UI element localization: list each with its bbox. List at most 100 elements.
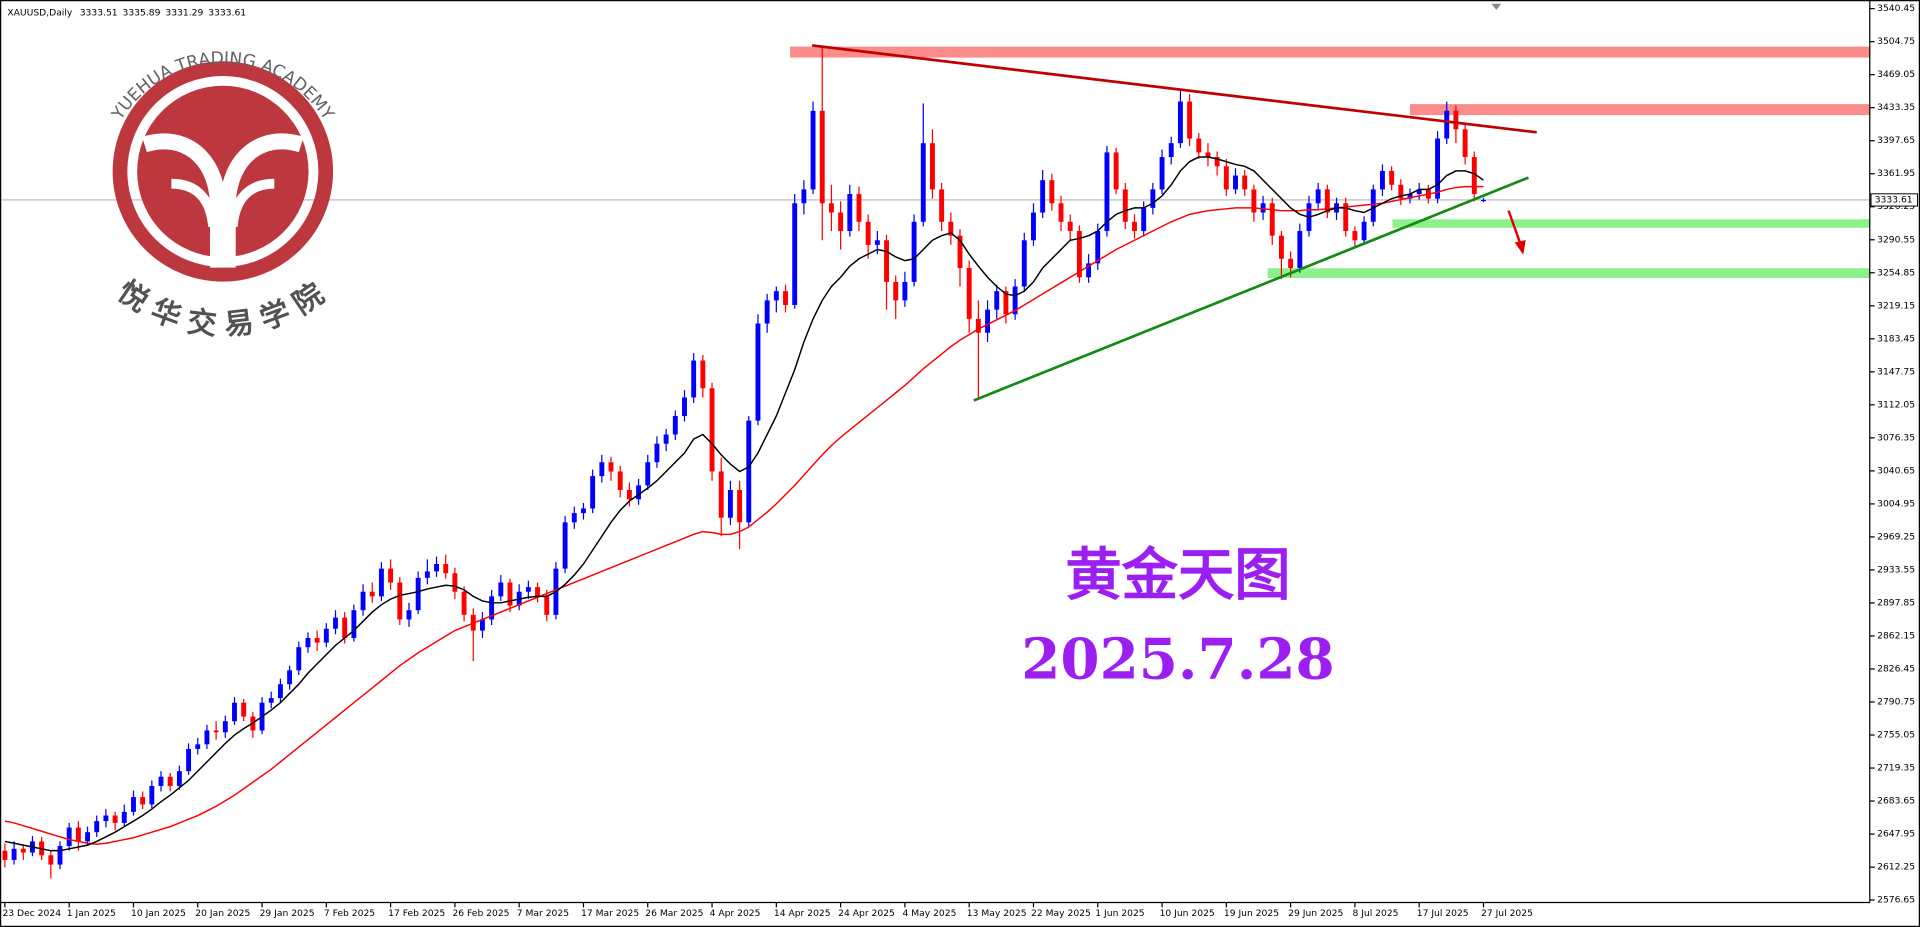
candle-body [378,568,384,597]
candle-body [709,388,715,472]
candle-body [617,471,623,490]
candle-body [369,591,375,597]
candle-body [424,571,430,578]
zones-layer [790,46,1870,279]
y-tick-label: 3004.95 [1877,498,1915,509]
candle-body [773,291,779,301]
candle-body [801,189,807,204]
x-tick-label: 13 May 2025 [967,908,1027,919]
candle-body [176,771,182,786]
y-tick-label: 3433.35 [1877,102,1915,113]
candle-body [66,827,72,847]
candle-body [140,797,146,805]
x-tick-label: 4 May 2025 [902,908,956,919]
x-tick-label: 14 Apr 2025 [774,908,831,919]
y-tick-label: 3076.35 [1877,432,1915,443]
logo-disc [137,85,309,258]
candle-body [1435,138,1440,199]
candle-body [452,573,458,592]
candle-body [1278,235,1284,259]
candle-body [856,194,862,222]
logo-ring [112,61,334,282]
y-tick-label: 3254.85 [1877,267,1915,278]
candle-body [94,821,100,833]
price-zone [1267,268,1870,279]
candle-body [700,360,706,389]
candle-body [838,212,844,232]
y-tick-label: 2683.65 [1877,796,1915,807]
x-tick-label: 29 Jan 2025 [260,908,315,919]
candle-body [755,323,761,421]
candle-body [884,240,889,282]
candle-body [902,281,908,301]
candle-body [1159,157,1165,190]
candle-body [1223,166,1229,190]
price-zone [790,46,1870,58]
x-tick-label: 26 Mar 2025 [645,908,703,919]
price-zone [1410,104,1870,116]
candle-body [1315,189,1321,204]
arrow-head [1514,240,1526,255]
candle-body [131,797,136,812]
candle-body [1205,152,1211,158]
candle-body [920,143,926,222]
x-tick-label: 8 Jul 2025 [1352,908,1398,919]
candle-body [498,582,504,597]
trendline [811,44,1537,134]
candle-body [1049,180,1055,204]
candle-body [1233,175,1238,190]
y-tick-label: 2862.15 [1877,630,1915,641]
candle-body [351,610,357,638]
candle-body [865,221,871,245]
candle-body [277,684,283,699]
candle-body [1012,286,1018,315]
candle-body [1058,203,1064,222]
candle-body [112,815,118,823]
candle-body [819,110,825,204]
candle-body [1453,110,1459,130]
x-tick-label: 4 Apr 2025 [710,908,761,919]
x-tick-label: 10 Jan 2025 [131,908,186,919]
y-tick-label: 3147.75 [1877,366,1915,377]
candle-body [434,563,439,572]
candle-body [1251,189,1257,213]
x-tick-label: 19 Jun 2025 [1224,908,1279,919]
candle-body [525,587,531,592]
x-tick-label: 20 Jan 2025 [195,908,250,919]
candle-body [415,577,421,611]
candle-body [57,846,63,865]
candle-body [1389,170,1395,185]
candle-body [11,848,17,860]
candle-body [663,434,669,444]
candle-body [296,647,302,671]
candle-body [1297,231,1303,269]
candle-body [994,291,1000,310]
y-tick-label: 3504.75 [1877,36,1915,47]
lines-layer [4,44,1537,852]
y-tick-label: 3469.05 [1877,69,1915,80]
candle-body [599,462,605,477]
y-tick-label: 3397.65 [1877,135,1915,146]
candle-body [241,702,247,717]
y-tick-label: 3183.45 [1877,333,1915,344]
candle-body [1260,203,1266,213]
candle-body [213,730,219,733]
candle-body [1370,189,1376,222]
y-tick-label: 3326.25 [1877,201,1915,212]
candle-body [1141,207,1147,232]
candle-body [1361,221,1367,241]
candle-body [1067,221,1073,232]
candle-body [590,476,596,509]
candle-body [975,318,981,333]
x-tick-label: 1 Jun 2025 [1095,908,1145,919]
candle-body [783,291,788,306]
candle-body [314,637,320,643]
candle-body [1021,240,1027,287]
candle-body [1324,189,1330,213]
candle-body [480,619,485,631]
candle-body [828,203,834,213]
candle-body [1242,175,1248,190]
